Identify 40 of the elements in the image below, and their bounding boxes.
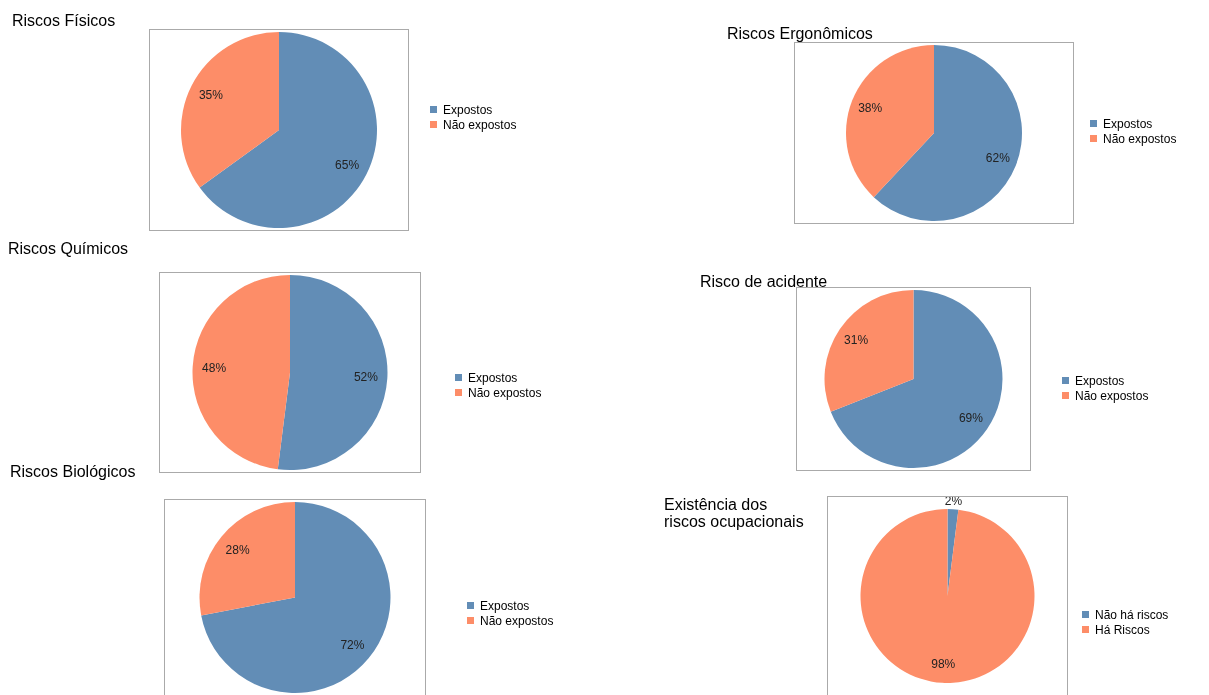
legend-label: Expostos	[468, 370, 518, 385]
pie-slice	[201, 502, 391, 693]
legend-label: Não expostos	[480, 613, 554, 628]
data-label: 65%	[335, 157, 360, 172]
data-label: 69%	[958, 411, 984, 426]
pie-slice	[824, 290, 914, 412]
data-label: 62%	[985, 151, 1011, 166]
legend-label: Não expostos	[443, 117, 517, 132]
data-label: 52%	[353, 370, 379, 385]
legend-label: Não expostos	[1103, 131, 1177, 146]
legend-label: Não expostos	[468, 385, 542, 400]
data-label: 31%	[844, 332, 869, 347]
pie-slice	[199, 502, 295, 616]
chart-title: Riscos Biológicos	[10, 463, 136, 480]
data-label: 35%	[198, 88, 224, 103]
data-label: 48%	[202, 360, 227, 375]
legend-label: Expostos	[480, 598, 530, 613]
pie-slice	[192, 275, 290, 470]
legend-label: Há Riscos	[1095, 622, 1150, 637]
data-label: 72%	[340, 637, 365, 652]
data-label: 38%	[858, 100, 883, 115]
pie-slice	[860, 509, 1035, 683]
legend-label: Expostos	[443, 102, 493, 117]
data-label: 2%	[944, 494, 963, 509]
chart-title: Risco de acidente	[700, 273, 828, 290]
chart-title: Riscos Ergonômicos	[727, 25, 873, 42]
chart-title: Existência dos riscos ocupacionais	[664, 496, 804, 530]
pie-slice	[181, 32, 279, 188]
chart-title: Riscos Químicos	[8, 240, 129, 257]
data-label: 28%	[225, 543, 250, 558]
legend-label: Não expostos	[1075, 388, 1149, 403]
legend-label: Expostos	[1075, 373, 1125, 388]
pie-slice	[277, 275, 388, 470]
legend-label: Não há riscos	[1095, 607, 1169, 622]
pie-slice	[830, 290, 1003, 468]
data-label: 98%	[931, 656, 956, 671]
legend-label: Expostos	[1103, 116, 1153, 131]
chart-title: Riscos Físicos	[12, 12, 116, 29]
pie-slice	[199, 32, 377, 228]
pie-slice	[846, 45, 934, 198]
